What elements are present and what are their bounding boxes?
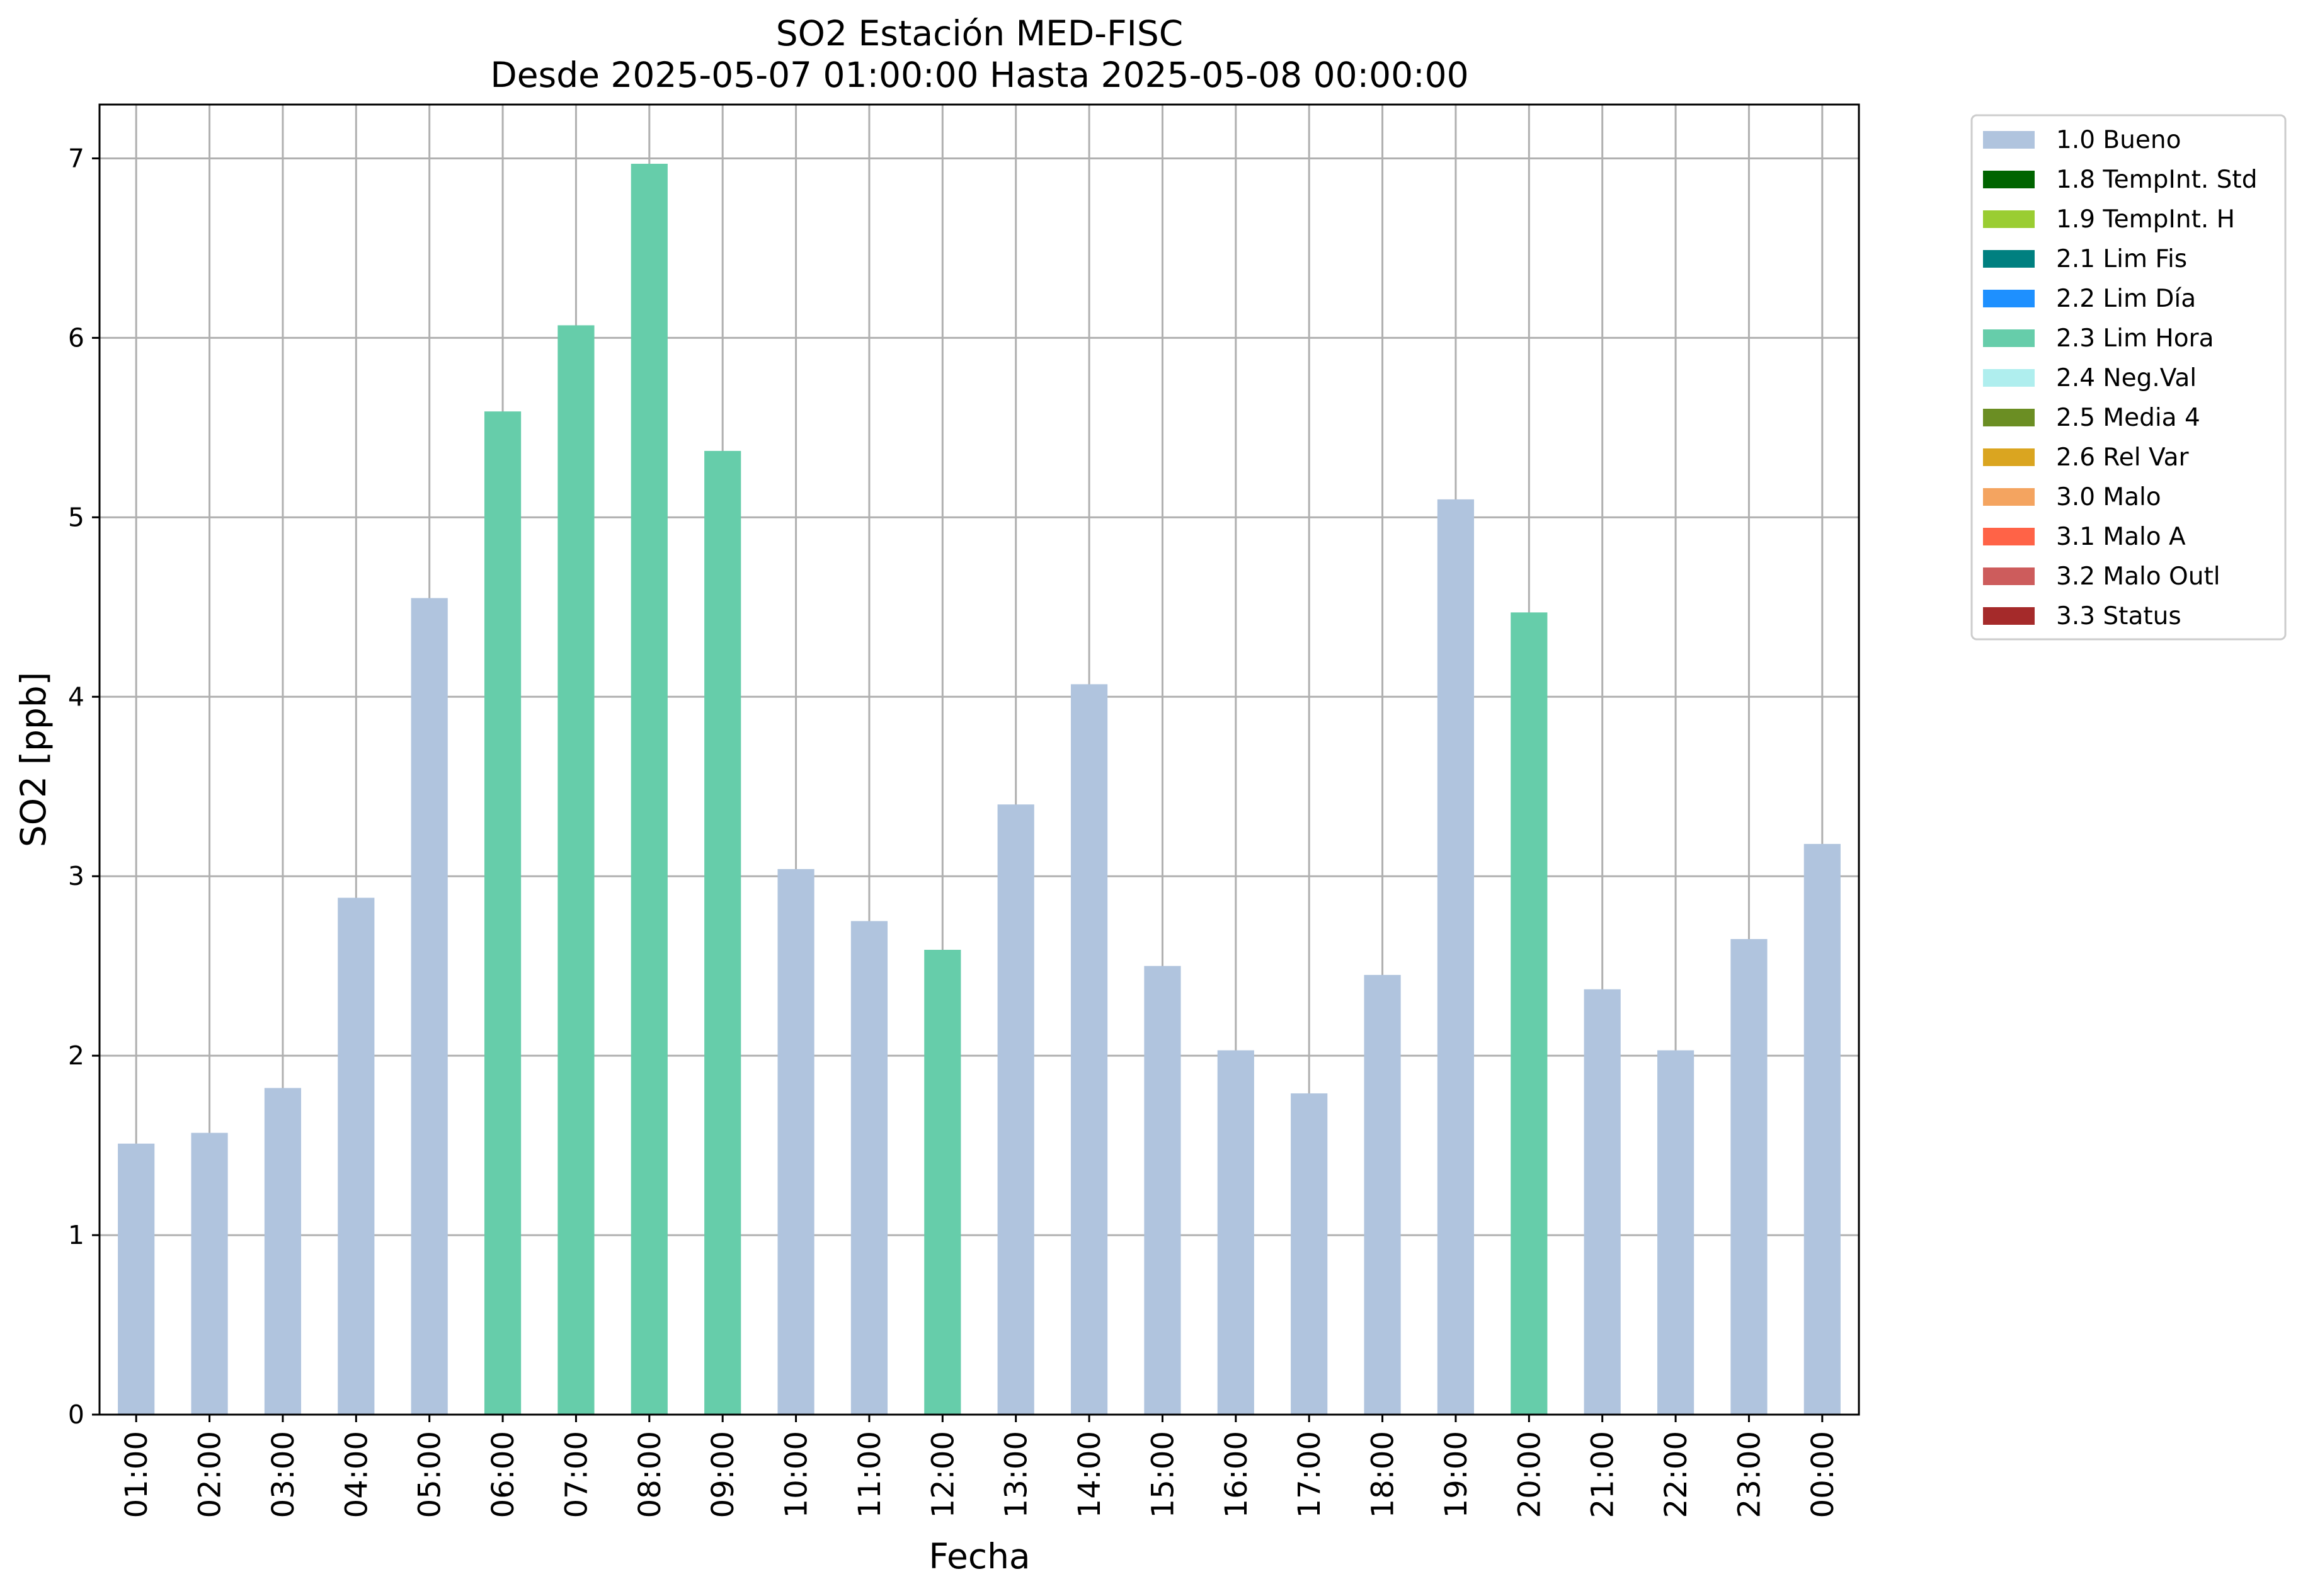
- bars: [118, 164, 1841, 1415]
- x-tick-label: 07:00: [559, 1431, 594, 1518]
- bar-1500: [1144, 966, 1181, 1415]
- legend-label: 2.5 Media 4: [2056, 404, 2200, 432]
- legend-label: 3.1 Malo A: [2056, 523, 2186, 551]
- x-tick-label: 06:00: [486, 1431, 521, 1518]
- legend-swatch: [1983, 210, 2035, 228]
- x-tick-label: 05:00: [413, 1431, 448, 1518]
- bar-1700: [1291, 1093, 1328, 1415]
- x-tick-label: 10:00: [779, 1431, 814, 1518]
- y-tick-label: 6: [68, 322, 84, 353]
- y-tick-label: 3: [68, 861, 84, 891]
- x-tick-label: 01:00: [119, 1431, 154, 1518]
- chart-title: SO2 Estación MED-FISC: [776, 13, 1183, 54]
- x-tick-label: 11:00: [852, 1431, 888, 1518]
- bar-1600: [1217, 1050, 1254, 1415]
- legend-label: 2.1 Lim Fis: [2056, 245, 2187, 273]
- legend-swatch: [1983, 488, 2035, 506]
- legend-swatch: [1983, 290, 2035, 307]
- x-tick-label: 14:00: [1072, 1431, 1107, 1518]
- legend-swatch: [1983, 567, 2035, 585]
- x-tick-label: 13:00: [999, 1431, 1034, 1518]
- x-tick-label: 02:00: [193, 1431, 228, 1518]
- bar-2100: [1584, 989, 1621, 1415]
- x-tick-label: 23:00: [1732, 1431, 1767, 1518]
- legend-swatch: [1983, 250, 2035, 268]
- y-tick-label: 7: [68, 143, 84, 173]
- bar-0200: [191, 1132, 228, 1415]
- bar-0400: [338, 898, 375, 1415]
- legend-label: 1.8 TempInt. Std: [2056, 166, 2257, 194]
- bar-1400: [1070, 684, 1108, 1415]
- legend-label: 2.6 Rel Var: [2056, 443, 2190, 472]
- bar-1300: [997, 804, 1034, 1415]
- legend-box: [1970, 114, 2287, 641]
- x-tick-label: 00:00: [1805, 1431, 1841, 1518]
- x-tick-label: 03:00: [266, 1431, 301, 1518]
- legend-swatch: [1983, 329, 2035, 347]
- legend-swatch: [1983, 131, 2035, 149]
- x-axis-ticks: 01:00 02:00 03:00 04:00 05:00 06:00 07:00 08:00…: [119, 1415, 1841, 1518]
- bar-0100: [118, 1143, 155, 1415]
- bar-2200: [1657, 1050, 1694, 1415]
- bar-0000: [1803, 843, 1841, 1415]
- x-tick-label: 15:00: [1145, 1431, 1180, 1518]
- legend-label: 2.2 Lim Día: [2056, 285, 2196, 313]
- y-tick-label: 1: [68, 1220, 84, 1250]
- legend-swatch: [1983, 369, 2035, 387]
- legend-label: 1.0 Bueno: [2056, 126, 2181, 154]
- bar-1900: [1437, 499, 1475, 1415]
- legend-swatch: [1983, 528, 2035, 545]
- y-axis-ticks: 0 1 2 3 4 5 6 7: [68, 143, 100, 1430]
- y-tick-label: 0: [68, 1399, 84, 1430]
- x-tick-label: 18:00: [1366, 1431, 1401, 1518]
- bar-1200: [924, 950, 961, 1415]
- bar-0900: [704, 450, 741, 1415]
- x-tick-label: 17:00: [1292, 1431, 1327, 1518]
- legend-label: 1.9 TempInt. H: [2056, 205, 2235, 234]
- bar-2000: [1511, 612, 1548, 1415]
- y-axis-label: SO2 [ppb]: [13, 672, 54, 847]
- y-tick-label: 5: [68, 502, 84, 532]
- legend-label: 2.4 Neg.Val: [2056, 364, 2197, 392]
- legend-label: 3.3 Status: [2056, 602, 2181, 630]
- chart-subtitle: Desde 2025-05-07 01:00:00 Hasta 2025-05-…: [490, 55, 1468, 95]
- x-tick-label: 22:00: [1659, 1431, 1694, 1518]
- bar-2300: [1730, 938, 1768, 1415]
- y-tick-label: 2: [68, 1040, 84, 1071]
- x-tick-label: 08:00: [632, 1431, 668, 1518]
- x-tick-label: 21:00: [1586, 1431, 1621, 1518]
- bar-0700: [557, 325, 595, 1415]
- legend-label: 3.2 Malo Outl: [2056, 562, 2220, 591]
- x-tick-label: 19:00: [1439, 1431, 1474, 1518]
- legend-swatch: [1983, 607, 2035, 625]
- bar-1100: [850, 921, 888, 1415]
- x-tick-label: 04:00: [339, 1431, 374, 1518]
- plot-frame: [98, 103, 1860, 1416]
- bar-1800: [1364, 974, 1401, 1415]
- bar-0500: [411, 598, 448, 1415]
- x-tick-label: 12:00: [925, 1431, 961, 1518]
- legend-swatch: [1983, 448, 2035, 466]
- bar-1000: [777, 869, 814, 1415]
- legend: 1.0 Bueno 1.8 TempInt. Std 1.9 TempInt. H 2…: [1970, 114, 2287, 641]
- x-tick-label: 20:00: [1512, 1431, 1547, 1518]
- x-tick-label: 09:00: [706, 1431, 741, 1518]
- bar-0600: [484, 411, 522, 1415]
- bar-0800: [631, 164, 668, 1415]
- x-tick-label: 16:00: [1219, 1431, 1254, 1518]
- legend-swatch: [1983, 409, 2035, 426]
- legend-label: 2.3 Lim Hora: [2056, 324, 2214, 353]
- y-tick-label: 4: [68, 681, 84, 712]
- x-axis-label: Fecha: [929, 1536, 1030, 1576]
- legend-swatch: [1983, 171, 2035, 188]
- bar-0300: [264, 1088, 302, 1415]
- legend-label: 3.0 Malo: [2056, 483, 2161, 511]
